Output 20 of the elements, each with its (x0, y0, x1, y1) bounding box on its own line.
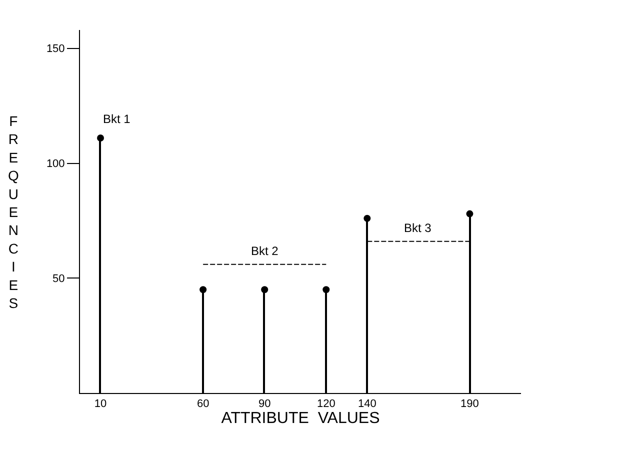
point (261, 286, 268, 294)
point (200, 286, 207, 294)
point (466, 210, 474, 218)
point (322, 286, 330, 294)
x-tick-label: 140 (358, 398, 376, 410)
point (364, 214, 371, 222)
x-tick-label: 190 (460, 398, 479, 410)
x-tick-label: 60 (196, 398, 210, 410)
x-tick-label: 120 (316, 398, 336, 410)
x-tick-label: 90 (258, 398, 271, 410)
annotation: Bkt 1 (103, 112, 131, 126)
y-tick-label: 100 (46, 158, 65, 170)
y-tick-label: 150 (46, 43, 65, 56)
text: FREQUENCIES (8, 113, 19, 311)
annotation: Bkt 2 (251, 244, 279, 258)
annotation: Bkt 3 (404, 221, 432, 235)
x-tick-label: 10 (94, 398, 107, 410)
x-axis-title: ATTRIBUTE VALUES (221, 410, 380, 428)
point (97, 134, 104, 142)
y-tick-label: 50 (52, 272, 65, 285)
